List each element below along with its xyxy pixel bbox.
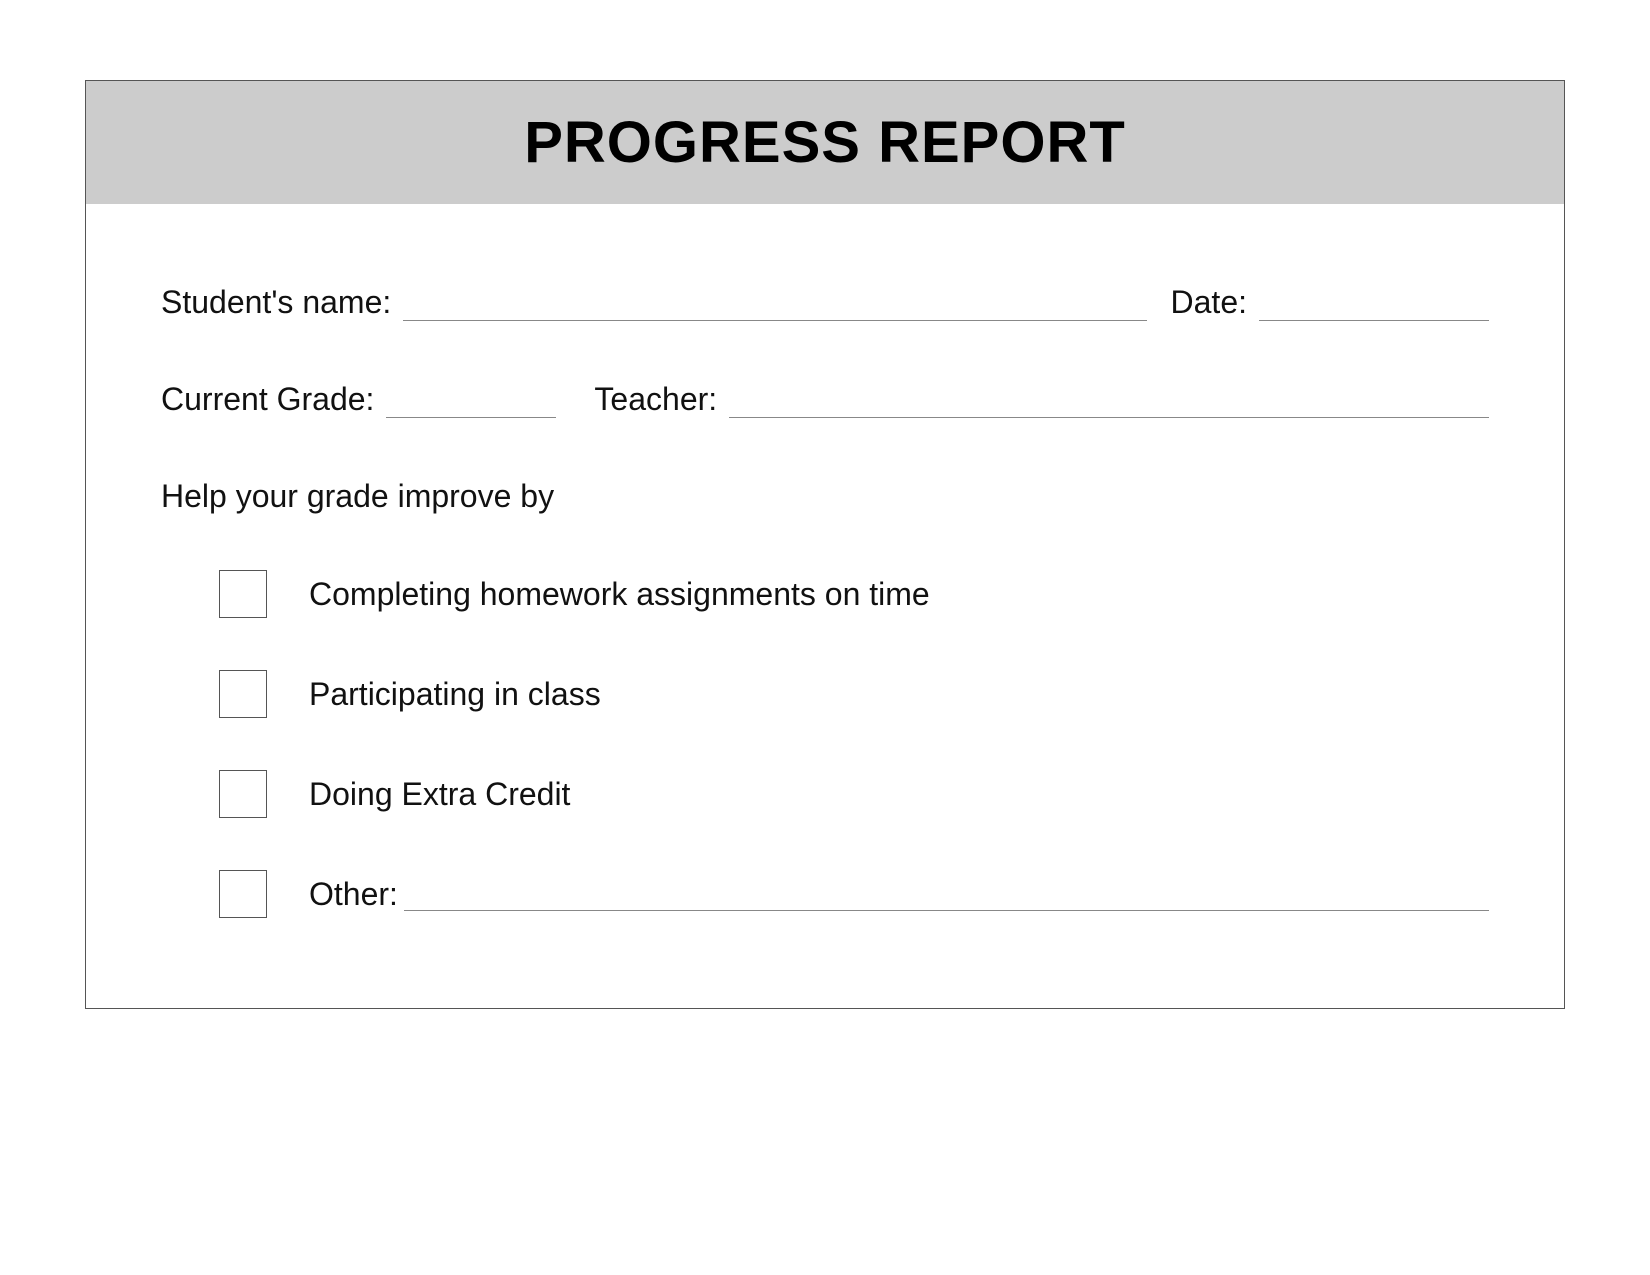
progress-report-form: PROGRESS REPORT Student's name: Date: Cu… — [85, 80, 1565, 1009]
teacher-input[interactable] — [729, 384, 1489, 418]
current-grade-label: Current Grade: — [161, 381, 374, 418]
check-item-other: Other: — [219, 870, 1489, 918]
row-grade-teacher: Current Grade: Teacher: — [161, 381, 1489, 418]
date-input[interactable] — [1259, 287, 1489, 321]
checkbox-other[interactable] — [219, 870, 267, 918]
date-label: Date: — [1171, 284, 1247, 321]
other-input[interactable] — [404, 877, 1489, 911]
checkbox-homework[interactable] — [219, 570, 267, 618]
checkbox-participating[interactable] — [219, 670, 267, 718]
checkbox-participating-label: Participating in class — [309, 676, 601, 713]
student-name-input[interactable] — [403, 287, 1146, 321]
checkbox-other-label: Other: — [309, 876, 398, 913]
check-item-homework: Completing homework assignments on time — [219, 570, 1489, 618]
student-name-label: Student's name: — [161, 284, 391, 321]
check-item-extra-credit: Doing Extra Credit — [219, 770, 1489, 818]
checkbox-extra-credit-label: Doing Extra Credit — [309, 776, 570, 813]
row-student-date: Student's name: Date: — [161, 284, 1489, 321]
checkbox-extra-credit[interactable] — [219, 770, 267, 818]
checkbox-homework-label: Completing homework assignments on time — [309, 576, 930, 613]
teacher-label: Teacher: — [594, 381, 717, 418]
header-bar: PROGRESS REPORT — [86, 81, 1564, 204]
report-title: PROGRESS REPORT — [86, 109, 1564, 176]
current-grade-input[interactable] — [386, 384, 556, 418]
help-heading: Help your grade improve by — [161, 478, 1489, 515]
check-item-participating: Participating in class — [219, 670, 1489, 718]
form-body: Student's name: Date: Current Grade: Tea… — [86, 204, 1564, 1008]
